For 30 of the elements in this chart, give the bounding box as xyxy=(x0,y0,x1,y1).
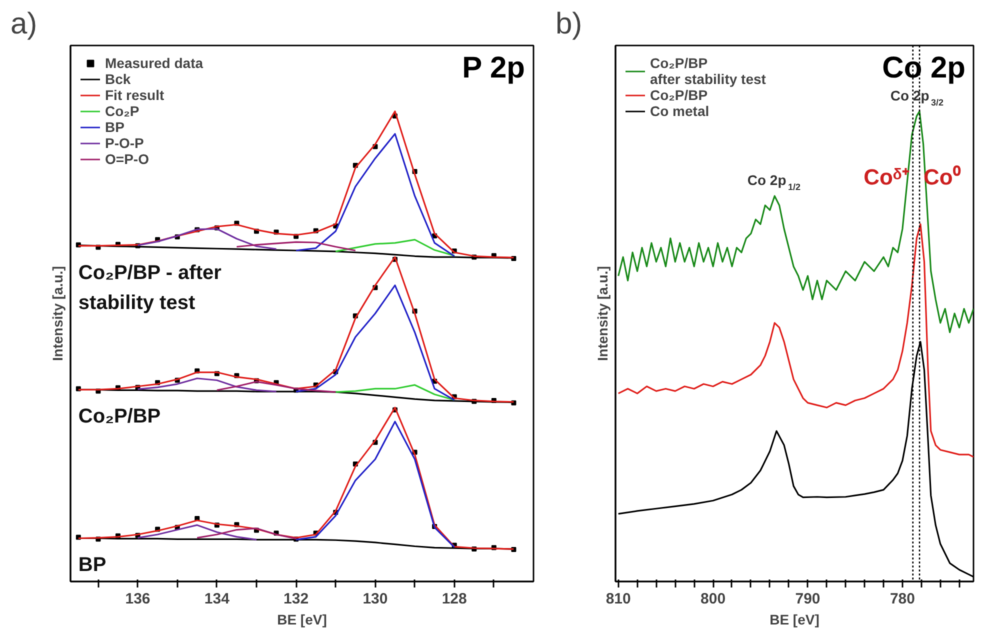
x-tick-label: 810 xyxy=(606,590,631,608)
x-tick-label: 136 xyxy=(125,590,150,608)
y-axis-title: Intensity [a.u.] xyxy=(594,266,610,361)
chart-title: Co 2p xyxy=(882,52,966,84)
x-tick-label: 134 xyxy=(204,590,230,608)
x-tick-label: 800 xyxy=(700,590,726,608)
x-axis-title: BE [eV] xyxy=(277,612,327,628)
x-tick-label: 128 xyxy=(442,590,467,608)
text: b) xyxy=(556,8,582,40)
x-tick-label: 132 xyxy=(284,590,309,608)
legend-label: O=P-O xyxy=(105,151,149,167)
chart-title: P 2p xyxy=(462,52,525,84)
legend-label: Bck xyxy=(105,71,131,87)
legend-label: Fit result xyxy=(105,87,164,103)
legend-label: Co metal xyxy=(650,103,710,119)
legend-label: P-O-P xyxy=(105,135,144,151)
legend-label: Co₂P/BP after stability test xyxy=(650,55,766,87)
x-axis-title: BE [eV] xyxy=(770,612,820,628)
legend-label: BP xyxy=(105,119,125,135)
annotation: Co₂P/BP - after stability test xyxy=(78,262,222,314)
text: a) xyxy=(10,8,38,40)
annotation: Co₂P/BP xyxy=(78,406,161,428)
y-axis-title: Intensity [a.u.] xyxy=(50,266,66,361)
x-tick-label: 780 xyxy=(890,590,915,608)
x-tick-label: 790 xyxy=(795,590,820,608)
x-tick-label: 130 xyxy=(362,590,388,608)
legend-label: Co₂P xyxy=(105,103,140,119)
annotation: BP xyxy=(78,554,106,576)
legend-label: Co₂P/BP xyxy=(650,87,708,103)
legend-label: Measured data xyxy=(105,55,204,71)
